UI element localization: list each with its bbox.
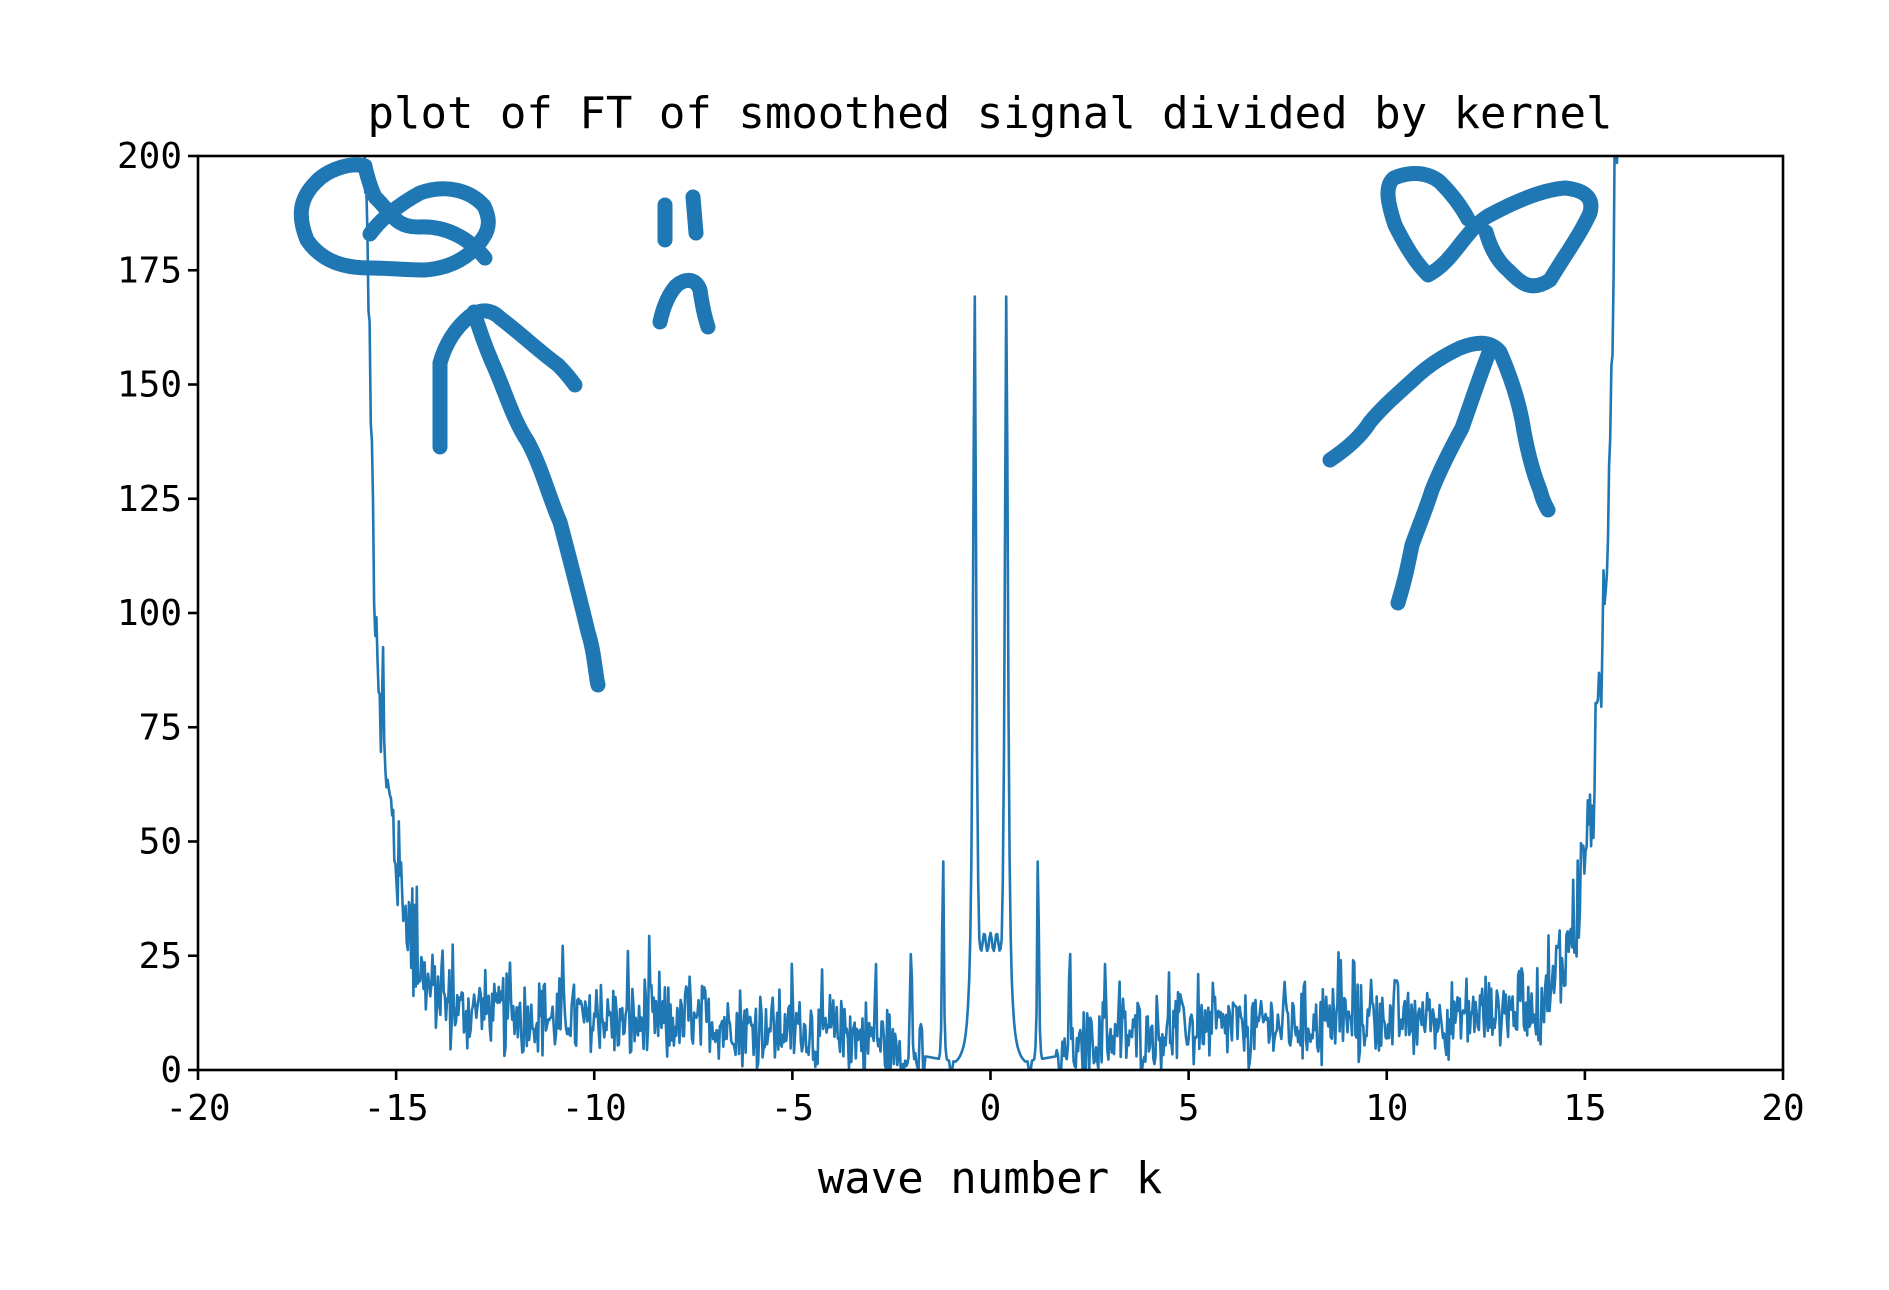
x-tick-label: 5 [1178, 1088, 1200, 1129]
y-tick-label: 0 [160, 1050, 182, 1091]
y-tick-label: 150 [117, 365, 182, 406]
x-tick-label: 15 [1563, 1088, 1606, 1129]
bow-right [1380, 166, 1599, 294]
x-axis-label: wave number k [818, 1153, 1162, 1204]
y-tick-label: 25 [139, 936, 182, 977]
sad-face [652, 189, 716, 335]
x-tick-label: 0 [980, 1088, 1002, 1129]
x-tick-label: -10 [562, 1088, 627, 1129]
y-tick-label: 125 [117, 479, 182, 520]
arrow-right [1322, 335, 1556, 611]
hand-drawn-annotations [293, 157, 1599, 693]
y-tick-label: 50 [139, 822, 182, 863]
x-tick-label: -20 [165, 1088, 230, 1129]
series-line [363, 156, 1619, 1070]
y-tick-label: 75 [139, 707, 182, 748]
y-tick-label: 100 [117, 593, 182, 634]
y-tick-label: 200 [117, 136, 182, 177]
chart-title: plot of FT of smoothed signal divided by… [367, 88, 1612, 139]
arrow-left [432, 303, 606, 693]
x-tick-label: -5 [771, 1088, 814, 1129]
x-tick-label: 20 [1761, 1088, 1804, 1129]
y-axis: 0 25 50 75 100 125 150 175 200 [117, 136, 198, 1091]
x-tick-label: 10 [1365, 1088, 1408, 1129]
y-tick-label: 175 [117, 250, 182, 291]
bow-left [293, 157, 496, 278]
x-axis: -20 -15 -10 -5 0 5 10 15 20 [165, 1070, 1805, 1129]
x-tick-label: -15 [364, 1088, 429, 1129]
